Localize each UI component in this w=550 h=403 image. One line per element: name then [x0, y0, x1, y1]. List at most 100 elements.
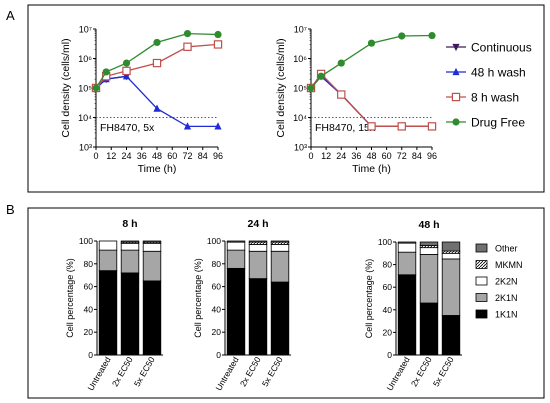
strain-annotation: FH8470, 5x — [100, 122, 155, 134]
category-label: 5x EC50 — [431, 355, 456, 388]
legend-label-k1n2: 2K1N — [495, 293, 518, 303]
bar-segment-k1n1 — [120, 272, 140, 356]
y-tick-label: 10⁶ — [78, 54, 92, 64]
bar-segment-other — [248, 240, 268, 243]
y-tick-label: 60 — [84, 282, 94, 292]
chart-title: 48 h — [418, 219, 439, 231]
legend-swatch-k2n2 — [475, 276, 488, 286]
bar-segment-other — [226, 240, 246, 243]
x-tick-label: 36 — [137, 151, 147, 161]
data-point-drugfree — [122, 59, 131, 67]
legend-label-wash48: 48 h wash — [471, 66, 526, 80]
bar-segment-other — [270, 240, 290, 243]
bar-segment-k2n2 — [419, 247, 439, 255]
legend-marker-drugfree — [452, 118, 460, 126]
legend-label-k1n1: 1K1N — [495, 310, 518, 320]
chart-title: 24 h — [247, 218, 268, 230]
bar-segment-k1n2 — [98, 249, 118, 272]
legend-label-continuous: Continuous — [471, 41, 532, 55]
x-tick-label: 12 — [106, 151, 116, 161]
legend-label-k2n2: 2K2N — [495, 277, 518, 287]
panel-label-a: A — [6, 8, 15, 23]
data-point-drugfree — [317, 72, 325, 80]
x-tick-label: 84 — [412, 151, 422, 161]
y-tick-label: 80 — [383, 260, 393, 270]
y-tick-label: 100 — [207, 236, 221, 246]
category-label: Untreated — [384, 355, 411, 393]
x-tick-label: 96 — [213, 151, 223, 161]
bar-segment-k1n2 — [142, 250, 162, 282]
bar-segment-k2n2 — [270, 244, 290, 252]
legend-label-drugfree: Drug Free — [471, 116, 525, 130]
x-tick-label: 48 — [366, 151, 376, 161]
legend-marker-wash8 — [451, 92, 461, 102]
y-tick-label: 10³ — [294, 143, 307, 153]
y-axis-title: Cell density (cells/ml) — [275, 38, 287, 137]
legend-label-mkmn: MKMN — [495, 260, 523, 270]
stacked-bar-48h: 0 20 40 60 80 100 Cell percentage (%) 48 h Untre… — [364, 219, 462, 392]
panel-a-frame — [27, 4, 545, 193]
x-tick-label: 12 — [321, 151, 331, 161]
bar-segment-k1n1 — [270, 281, 290, 356]
data-point-wash8 — [397, 122, 406, 131]
bar-segment-k2n2 — [248, 244, 268, 252]
category-label: Untreated — [213, 355, 240, 393]
legend-panel-b: Other MKMN 2K2N 2K1N 1K1N — [475, 244, 523, 320]
y-tick-label: 80 — [84, 259, 94, 269]
growth-chart-15x: 10³ 10⁴ 10⁵ 10⁶ 10⁷ 0 12 24 36 48 60 72 84 96 Time (h)… — [275, 25, 437, 176]
x-tick-label: 48 — [152, 151, 162, 161]
data-point-wash48 — [214, 122, 222, 130]
x-tick-label: 60 — [382, 151, 392, 161]
bar-segment-k1n1 — [248, 278, 268, 356]
y-axis-title: Cell percentage (%) — [65, 258, 75, 338]
legend-label-other: Other — [495, 244, 518, 254]
data-point-wash48 — [153, 104, 161, 112]
data-point-wash8 — [427, 122, 437, 131]
y-tick-label: 80 — [212, 259, 222, 269]
bar-segment-k2n2 — [120, 242, 140, 251]
y-tick-label: 20 — [383, 327, 393, 337]
bar-segment-k1n2 — [226, 249, 246, 269]
x-tick-label: 60 — [167, 151, 177, 161]
data-point-drugfree — [337, 59, 345, 67]
bar-segment-k2n2 — [98, 240, 118, 251]
data-point-wash48 — [122, 72, 131, 80]
x-tick-label: 24 — [336, 151, 346, 161]
bar-segment-k1n2 — [270, 250, 290, 283]
y-tick-label: 0 — [216, 350, 221, 360]
data-point-drugfree — [398, 32, 406, 40]
data-point-wash8 — [337, 90, 346, 99]
bar-segment-k1n1 — [419, 302, 439, 356]
y-tick-label: 40 — [383, 305, 393, 315]
y-axis-title: Cell percentage (%) — [193, 258, 203, 338]
y-tick-label: 10⁵ — [293, 84, 307, 94]
data-point-drugfree — [102, 68, 110, 76]
data-point-drugfree — [214, 30, 222, 39]
x-axis-title: Time (h) — [352, 163, 391, 175]
y-tick-label: 40 — [212, 304, 222, 314]
bar-segment-k2n2 — [441, 252, 461, 260]
legend-label-wash8: 8 h wash — [471, 91, 519, 105]
legend-swatch-mkmn — [475, 260, 488, 269]
x-tick-label: 72 — [397, 151, 407, 161]
bar-segment-k1n1 — [226, 267, 246, 356]
category-label: 5x EC50 — [132, 355, 157, 388]
data-point-drugfree — [92, 84, 100, 92]
x-axis-title: Time (h) — [138, 163, 177, 175]
y-tick-label: 20 — [212, 327, 222, 337]
y-tick-label: 0 — [88, 350, 93, 360]
data-point-drugfree — [183, 29, 192, 38]
legend-panel-a: Continuous 48 h wash 8 h wash Drug Free — [446, 41, 532, 130]
bar-segment-other — [441, 241, 461, 252]
data-point-wash48 — [183, 122, 192, 130]
x-tick-label: 72 — [182, 151, 192, 161]
growth-chart-5x: 10³ 10⁴ 10⁵ 10⁶ 10⁷ 0 12 24 36 48 60 72 84 96 Time (h)… — [60, 25, 223, 176]
data-point-drugfree — [307, 84, 315, 92]
y-tick-label: 10⁷ — [294, 25, 307, 35]
legend-marker-wash48 — [452, 67, 460, 76]
series-line-wash8 — [310, 72, 432, 128]
legend-swatch-k1n1 — [475, 309, 488, 319]
bar-segment-k1n1 — [142, 280, 162, 356]
data-point-wash8 — [367, 122, 376, 131]
